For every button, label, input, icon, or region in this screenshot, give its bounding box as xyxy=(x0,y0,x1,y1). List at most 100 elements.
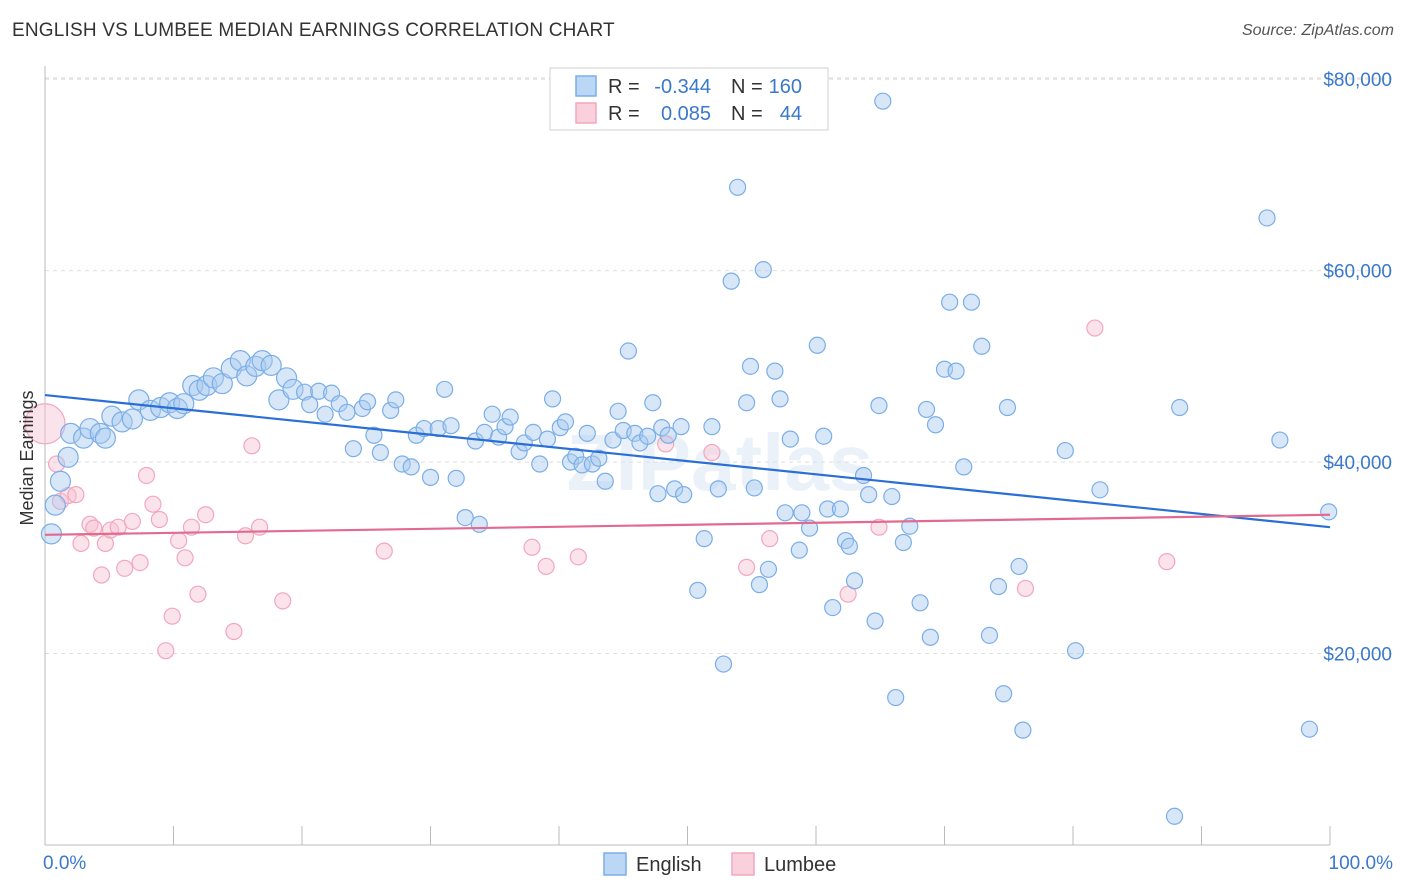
english-point xyxy=(754,261,772,279)
lumbee-point xyxy=(274,592,292,610)
english-point xyxy=(998,398,1017,417)
lumbee-point xyxy=(123,512,141,531)
english-point xyxy=(470,515,488,533)
english-point xyxy=(874,92,892,110)
english-point xyxy=(121,408,143,430)
english-point xyxy=(442,417,460,435)
lumbee-point xyxy=(569,548,587,566)
lumbee-point xyxy=(92,566,111,584)
english-point xyxy=(759,560,778,578)
english-point xyxy=(402,458,420,476)
english-point xyxy=(666,480,684,498)
english-point xyxy=(382,401,400,419)
english-point xyxy=(962,293,981,311)
lumbee-point xyxy=(250,518,269,536)
trend-lines xyxy=(44,393,1331,536)
lumbee-legend-swatch xyxy=(575,102,597,124)
english-point xyxy=(79,417,101,440)
english-point xyxy=(894,533,912,552)
english-point xyxy=(578,424,596,442)
lumbee-point xyxy=(182,518,201,536)
english-point xyxy=(609,402,627,420)
english-point xyxy=(268,389,290,411)
legend-r-label-lumbee: R = xyxy=(608,103,640,125)
english-point xyxy=(501,408,519,426)
english-point xyxy=(818,500,837,518)
lumbee-point xyxy=(236,527,255,545)
english-point xyxy=(808,336,826,354)
lumbee-point xyxy=(137,466,156,485)
english-point xyxy=(310,382,328,400)
english-point xyxy=(831,500,850,518)
english-trend-line xyxy=(44,393,1331,529)
english-point xyxy=(590,449,608,467)
lumbee-point xyxy=(738,558,756,576)
english-point xyxy=(538,430,557,448)
english-point xyxy=(815,427,833,445)
y-tick-label: $80,000 xyxy=(1323,70,1392,91)
english-point xyxy=(447,469,465,487)
legend-n-value-lumbee: 44 xyxy=(780,103,802,125)
english-point xyxy=(750,576,769,594)
english-point xyxy=(689,581,707,599)
english-point xyxy=(738,394,756,412)
english-point xyxy=(358,393,377,411)
english-point xyxy=(344,440,362,458)
lumbee-point xyxy=(225,622,243,641)
english-point xyxy=(840,537,859,555)
english-point xyxy=(973,337,991,355)
english-point xyxy=(1258,209,1276,227)
lumbee-bottom-swatch xyxy=(731,852,755,876)
english-point xyxy=(644,394,662,412)
english-point xyxy=(1066,642,1085,660)
lumbee-point xyxy=(243,437,261,455)
english-point xyxy=(870,396,888,415)
english-point xyxy=(301,396,319,414)
english-point xyxy=(436,380,454,398)
lumbee-point xyxy=(157,642,175,660)
english-point xyxy=(709,480,727,498)
english-point xyxy=(771,390,789,408)
english-point xyxy=(854,466,873,485)
english-point xyxy=(316,405,334,423)
lumbee-point xyxy=(170,531,188,550)
english-point xyxy=(672,418,690,436)
english-point xyxy=(456,508,474,527)
english-point xyxy=(741,357,760,375)
correlation-legend: R = -0.344 N = 160 R = 0.085 N = 44 xyxy=(549,67,829,131)
english-point xyxy=(926,416,945,434)
english-point xyxy=(703,418,721,436)
english-point xyxy=(567,447,585,465)
english-point xyxy=(1171,398,1189,417)
english-point xyxy=(421,468,440,486)
watermark: ZIPatlas xyxy=(567,418,874,507)
lumbee-point xyxy=(523,538,541,556)
english-point xyxy=(282,378,304,400)
english-point xyxy=(639,427,657,445)
lumbee-legend-label: Lumbee xyxy=(764,854,836,876)
lumbee-point xyxy=(1016,579,1035,598)
lumbee-point xyxy=(144,495,162,513)
english-point xyxy=(387,391,405,409)
english-point xyxy=(1320,503,1338,521)
lumbee-point xyxy=(375,542,393,560)
english-point xyxy=(1271,431,1289,449)
english-point xyxy=(745,479,763,497)
english-point xyxy=(675,486,693,504)
series-legend: English Lumbee xyxy=(603,852,836,876)
lumbee-point xyxy=(1086,319,1104,337)
english-point xyxy=(947,362,965,380)
english-point xyxy=(44,494,66,516)
english-point xyxy=(781,430,799,448)
source-label: Source: ZipAtlas.com xyxy=(1241,22,1394,39)
lumbee-point xyxy=(537,557,555,576)
english-point xyxy=(800,519,819,537)
english-point xyxy=(714,655,733,673)
english-point xyxy=(729,178,747,196)
lumbee-point xyxy=(116,559,134,577)
english-point xyxy=(845,572,864,590)
english-point xyxy=(911,594,929,612)
english-point xyxy=(220,357,242,379)
english-legend-swatch xyxy=(575,75,597,97)
